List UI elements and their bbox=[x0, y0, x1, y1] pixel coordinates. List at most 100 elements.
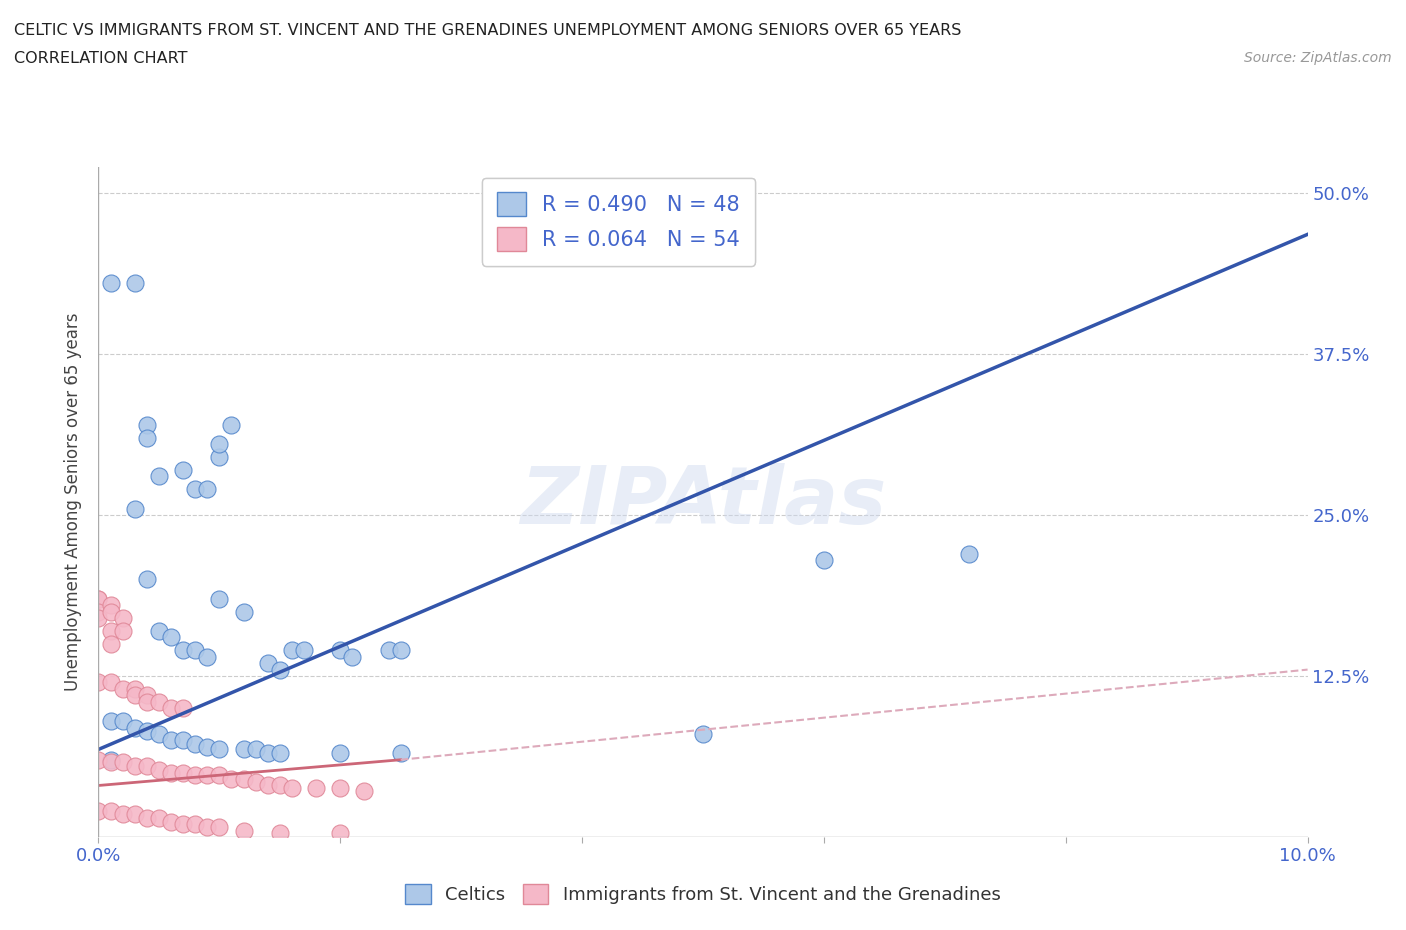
Point bbox=[256, 656, 278, 671]
Point bbox=[353, 783, 375, 798]
Point bbox=[172, 817, 194, 831]
Point bbox=[329, 643, 352, 658]
Legend: Celtics, Immigrants from St. Vincent and the Grenadines: Celtics, Immigrants from St. Vincent and… bbox=[398, 876, 1008, 911]
Point bbox=[100, 675, 122, 690]
Point bbox=[221, 772, 243, 787]
Point bbox=[813, 552, 835, 567]
Point bbox=[135, 810, 157, 825]
Point bbox=[87, 752, 110, 767]
Point bbox=[148, 810, 170, 825]
Point bbox=[208, 742, 231, 757]
Text: Source: ZipAtlas.com: Source: ZipAtlas.com bbox=[1244, 51, 1392, 65]
Point bbox=[232, 823, 254, 838]
Point bbox=[692, 726, 714, 741]
Point bbox=[184, 482, 207, 497]
Point bbox=[389, 643, 412, 658]
Point bbox=[87, 591, 110, 606]
Point bbox=[100, 604, 122, 619]
Point bbox=[208, 450, 231, 465]
Point bbox=[195, 768, 218, 783]
Point bbox=[208, 591, 231, 606]
Point bbox=[245, 774, 267, 789]
Point bbox=[100, 276, 122, 291]
Point bbox=[148, 726, 170, 741]
Point bbox=[148, 623, 170, 638]
Point bbox=[377, 643, 399, 658]
Point bbox=[100, 636, 122, 651]
Point bbox=[172, 462, 194, 477]
Point bbox=[195, 819, 218, 834]
Point bbox=[184, 768, 207, 783]
Point bbox=[172, 765, 194, 780]
Point bbox=[135, 759, 157, 774]
Point bbox=[124, 276, 146, 291]
Point bbox=[100, 623, 122, 638]
Text: CORRELATION CHART: CORRELATION CHART bbox=[14, 51, 187, 66]
Point bbox=[329, 746, 352, 761]
Point bbox=[124, 806, 146, 821]
Point bbox=[329, 780, 352, 795]
Point bbox=[292, 643, 315, 658]
Point bbox=[87, 804, 110, 818]
Text: CELTIC VS IMMIGRANTS FROM ST. VINCENT AND THE GRENADINES UNEMPLOYMENT AMONG SENI: CELTIC VS IMMIGRANTS FROM ST. VINCENT AN… bbox=[14, 23, 962, 38]
Point bbox=[135, 418, 157, 432]
Point bbox=[100, 598, 122, 613]
Point bbox=[269, 662, 291, 677]
Point bbox=[329, 826, 352, 841]
Point bbox=[195, 649, 218, 664]
Point bbox=[269, 746, 291, 761]
Point bbox=[111, 806, 134, 821]
Point bbox=[208, 437, 231, 452]
Point bbox=[87, 611, 110, 626]
Point bbox=[269, 826, 291, 841]
Point bbox=[232, 772, 254, 787]
Point bbox=[160, 733, 183, 748]
Point bbox=[208, 768, 231, 783]
Y-axis label: Unemployment Among Seniors over 65 years: Unemployment Among Seniors over 65 years bbox=[65, 313, 83, 691]
Point bbox=[135, 724, 157, 738]
Point bbox=[124, 682, 146, 697]
Point bbox=[87, 591, 110, 606]
Point bbox=[172, 701, 194, 716]
Point bbox=[124, 688, 146, 703]
Point bbox=[135, 695, 157, 710]
Point bbox=[160, 814, 183, 829]
Point bbox=[111, 755, 134, 770]
Point bbox=[100, 804, 122, 818]
Legend: R = 0.490   N = 48, R = 0.064   N = 54: R = 0.490 N = 48, R = 0.064 N = 54 bbox=[482, 178, 755, 266]
Point bbox=[172, 733, 194, 748]
Point bbox=[111, 611, 134, 626]
Point bbox=[256, 746, 278, 761]
Point bbox=[160, 630, 183, 644]
Point bbox=[184, 737, 207, 751]
Point bbox=[342, 649, 364, 664]
Point bbox=[111, 623, 134, 638]
Point bbox=[148, 763, 170, 777]
Point bbox=[389, 746, 412, 761]
Point bbox=[232, 604, 254, 619]
Point bbox=[111, 713, 134, 728]
Point bbox=[160, 765, 183, 780]
Point bbox=[245, 742, 267, 757]
Point bbox=[305, 780, 328, 795]
Point bbox=[124, 501, 146, 516]
Point bbox=[281, 643, 304, 658]
Point bbox=[208, 819, 231, 834]
Point bbox=[111, 682, 134, 697]
Point bbox=[100, 755, 122, 770]
Point bbox=[135, 688, 157, 703]
Point bbox=[100, 752, 122, 767]
Point bbox=[124, 720, 146, 735]
Point bbox=[195, 482, 218, 497]
Point bbox=[148, 695, 170, 710]
Point bbox=[160, 701, 183, 716]
Point bbox=[232, 742, 254, 757]
Point bbox=[957, 546, 980, 561]
Point bbox=[135, 431, 157, 445]
Point bbox=[135, 572, 157, 587]
Point bbox=[221, 418, 243, 432]
Point bbox=[184, 817, 207, 831]
Point bbox=[269, 778, 291, 793]
Point bbox=[100, 713, 122, 728]
Point bbox=[148, 469, 170, 484]
